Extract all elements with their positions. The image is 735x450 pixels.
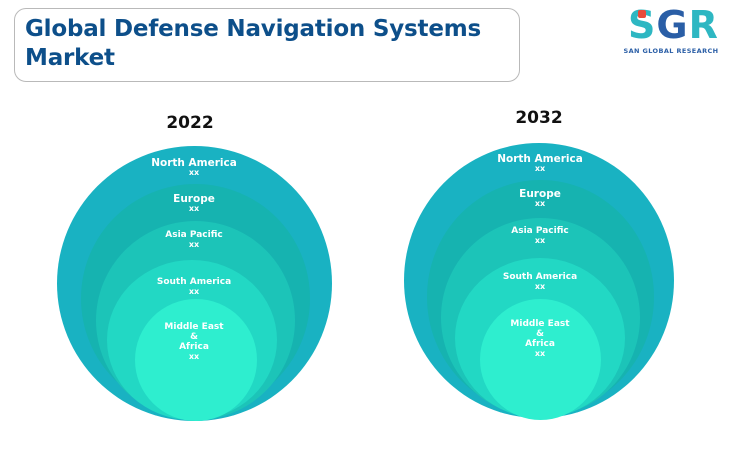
region-value: xx (188, 168, 200, 177)
region-name: Europe (519, 188, 561, 200)
page-title: Global Defense Navigation Systems Market (25, 16, 481, 71)
region-label-north-america-2032: North America xx (470, 154, 610, 174)
region-name-line-2: & (536, 329, 544, 339)
region-name-line-1: Middle East (510, 319, 570, 329)
region-label-europe-2032: Europe xx (470, 189, 610, 209)
region-name: Europe (173, 193, 215, 205)
region-name: Asia Pacific (165, 230, 223, 240)
region-name: South America (156, 277, 232, 287)
region-name-line-3: Africa (525, 339, 555, 349)
ring-middle-east-africa-2032 (480, 299, 601, 420)
region-label-south-america-2022: South America xx (124, 277, 264, 297)
region-value: xx (188, 287, 200, 296)
region-value: xx (534, 164, 546, 173)
region-value: xx (534, 236, 546, 245)
region-name-line-1: Middle East (164, 322, 224, 332)
region-value: xx (188, 240, 200, 249)
logo-letter-r: R (688, 3, 719, 47)
logo-letter-g: G (656, 3, 689, 47)
region-value: xx (534, 199, 546, 208)
region-label-asia-pacific-2022: Asia Pacific xx (124, 230, 264, 250)
region-name-line-2: & (190, 332, 198, 342)
region-value: xx (188, 204, 200, 213)
region-name: South America (502, 272, 578, 282)
region-label-south-america-2032: South America xx (470, 272, 610, 292)
region-name: North America (497, 153, 583, 165)
region-label-europe-2022: Europe xx (124, 194, 264, 214)
region-label-middle-east-africa-2032: Middle East & Africa xx (470, 319, 610, 359)
region-name: North America (151, 157, 237, 169)
title-box: Global Defense Navigation Systems Market (14, 8, 520, 82)
sgr-logo: SGR SAN GLOBAL RESEARCH (616, 3, 720, 56)
ring-middle-east-africa-2022 (135, 299, 257, 421)
year-label-2022: 2022 (166, 113, 214, 133)
logo-tagline: SAN GLOBAL RESEARCH (623, 47, 719, 55)
region-label-asia-pacific-2032: Asia Pacific xx (470, 226, 610, 246)
region-value: xx (534, 282, 546, 291)
region-value: xx (534, 349, 546, 358)
logo-accent-mark (638, 10, 646, 18)
region-value: xx (188, 352, 200, 361)
region-label-north-america-2022: North America xx (124, 158, 264, 178)
region-label-middle-east-africa-2022: Middle East & Africa xx (124, 322, 264, 362)
region-name-line-3: Africa (179, 342, 209, 352)
year-label-2032: 2032 (515, 108, 563, 128)
region-name: Asia Pacific (511, 226, 569, 236)
